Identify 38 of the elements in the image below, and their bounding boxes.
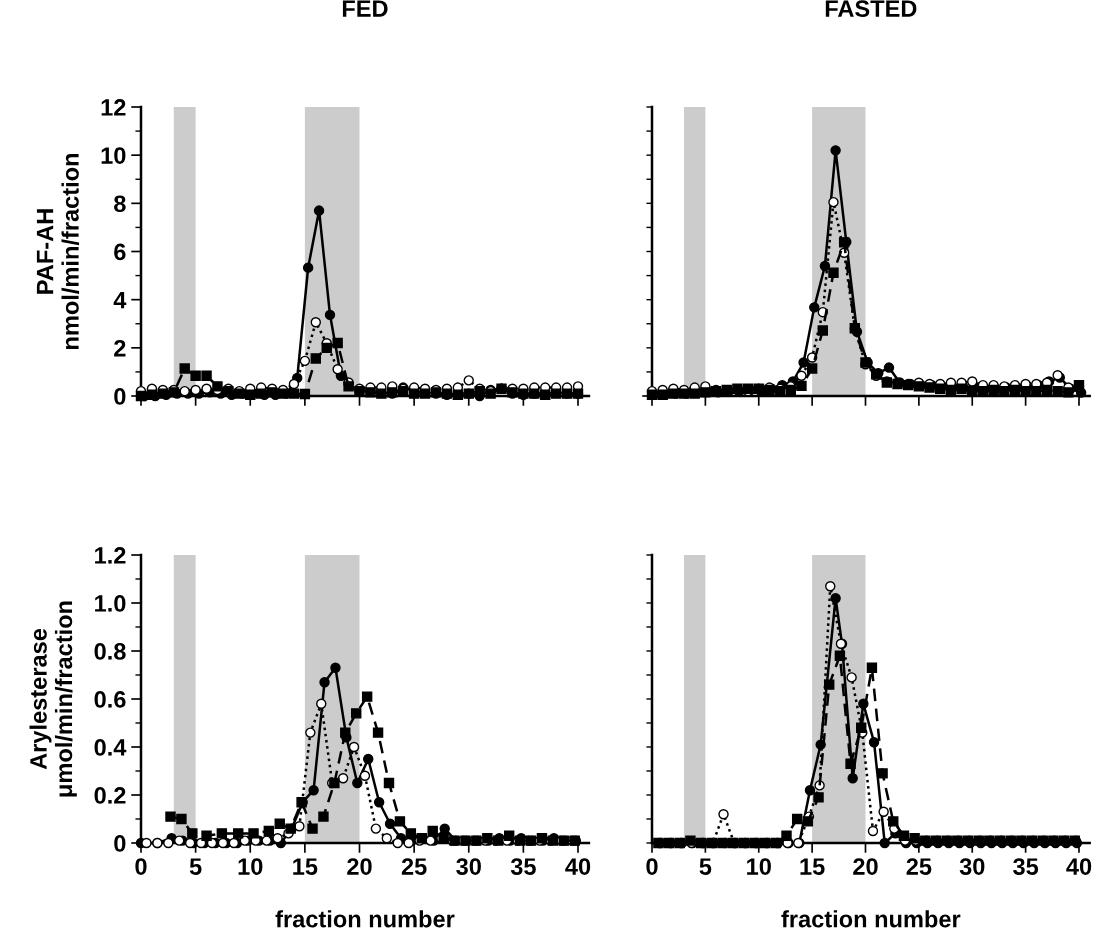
y-tick-label: 1.2 (95, 547, 126, 564)
x-tick-label: 30 (456, 858, 481, 875)
y-tick-label: 1.0 (95, 595, 126, 612)
x-tick-label: 25 (401, 858, 427, 875)
x-tick-label: 40 (565, 858, 591, 875)
x-tick-label: 0 (135, 858, 147, 875)
x-tick-label: 5 (189, 858, 202, 875)
y-tick-label: 4 (113, 291, 127, 309)
y-tick-label: 12 (101, 99, 126, 116)
y-tick-label: 0.2 (94, 787, 126, 804)
y-tick-label: 6 (114, 243, 126, 261)
x-tick-label: 10 (238, 858, 263, 875)
y-tick-label: 2 (114, 339, 126, 357)
chart-title: FED (342, 0, 388, 17)
y-tick-label: 0.6 (94, 691, 126, 708)
x-tick-label: 10 (747, 858, 771, 875)
y-axis-title: PAF-AH nmol/min/fraction (36, 153, 80, 349)
y-tick-label: 8 (114, 195, 126, 213)
y-tick-label: 0.8 (94, 643, 126, 660)
x-tick-label: 35 (1013, 858, 1039, 875)
y-tick-label: 0 (114, 835, 126, 852)
x-tick-label: 0 (646, 858, 658, 875)
x-tick-label: 40 (1066, 858, 1092, 875)
chart-title: FASTED (825, 0, 917, 17)
y-tick-label: 0.4 (94, 739, 127, 756)
x-tick-label: 15 (800, 858, 825, 875)
x-tick-label: 5 (699, 858, 712, 875)
x-axis-title: fraction number (781, 910, 961, 928)
y-axis-title: Arylesterase μmol/min/fraction (29, 601, 77, 797)
x-tick-label: 35 (510, 858, 536, 875)
x-tick-label: 25 (906, 858, 932, 875)
x-tick-label: 20 (853, 858, 878, 875)
x-tick-label: 30 (959, 858, 985, 875)
x-tick-label: 15 (293, 858, 318, 875)
x-axis-title: fraction number (275, 910, 455, 928)
x-tick-label: 20 (347, 858, 372, 875)
y-tick-label: 0 (114, 388, 126, 405)
y-tick-label: 10 (101, 147, 126, 164)
